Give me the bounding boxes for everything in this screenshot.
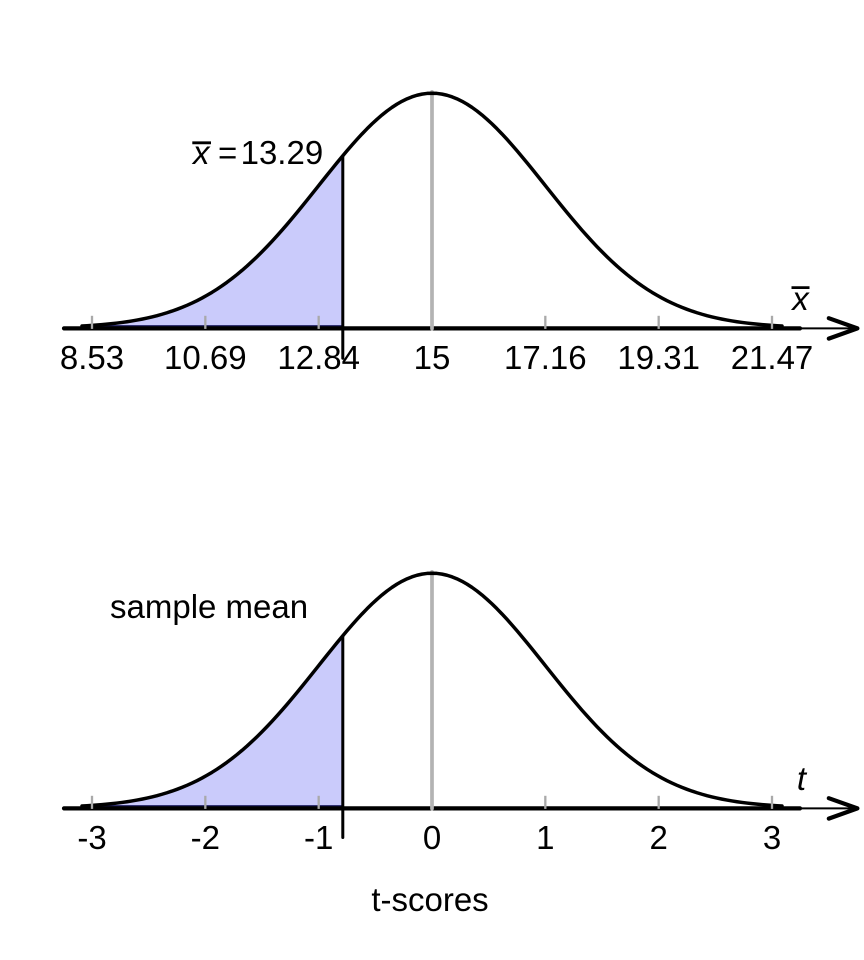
svg-text:10.69: 10.69 [164,339,247,376]
svg-text:13.29: 13.29 [241,134,324,171]
svg-text:-1: -1 [304,819,333,856]
svg-text:sample mean: sample mean [110,588,308,625]
svg-text:21.47: 21.47 [731,339,814,376]
svg-text:-2: -2 [191,819,220,856]
svg-text:0: 0 [423,819,441,856]
svg-text:3: 3 [763,819,781,856]
svg-text:15: 15 [414,339,451,376]
svg-text:8.53: 8.53 [60,339,124,376]
svg-text:t-scores: t-scores [371,881,488,918]
svg-text:-3: -3 [77,819,106,856]
svg-text:x: x [191,134,211,171]
svg-text:1: 1 [536,819,554,856]
svg-text:12.84: 12.84 [277,339,360,376]
svg-text:2: 2 [650,819,668,856]
svg-text:17.16: 17.16 [504,339,587,376]
svg-text:t: t [797,760,808,797]
svg-text:=: = [218,134,237,171]
svg-text:x: x [790,280,810,317]
svg-text:19.31: 19.31 [617,339,700,376]
